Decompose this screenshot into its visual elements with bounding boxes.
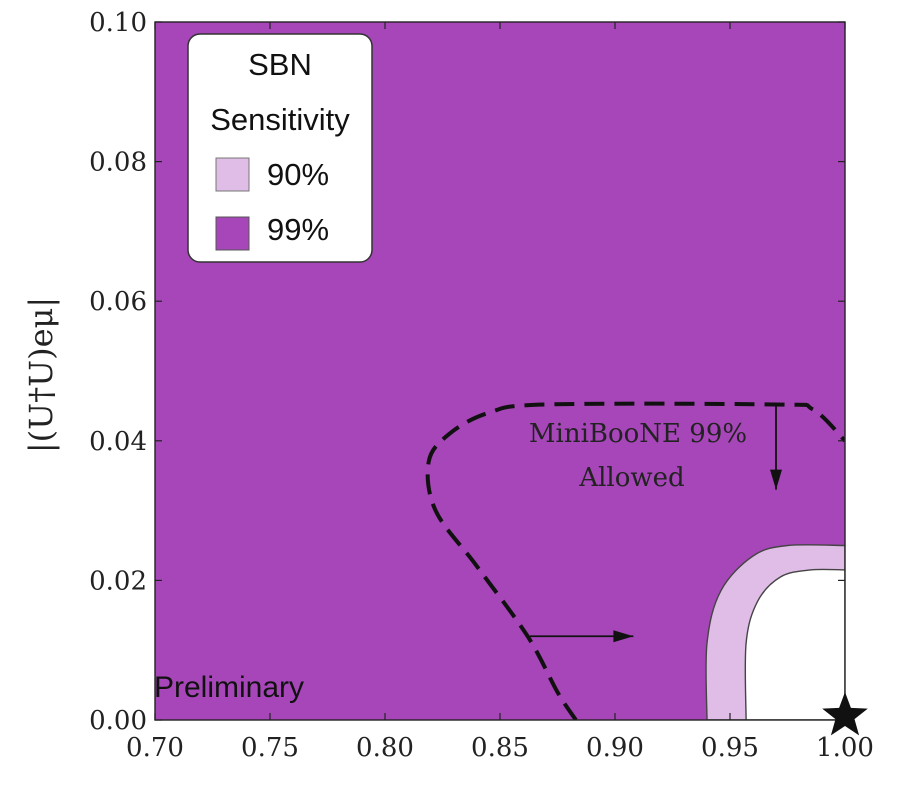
- star-icon: [822, 692, 868, 736]
- legend-swatch-99: [215, 216, 250, 251]
- preliminary-label: Preliminary: [154, 671, 304, 704]
- y-tick-label: 0.10: [89, 8, 147, 38]
- arrow-head: [770, 469, 782, 490]
- region-allowed: [744, 568, 845, 720]
- y-tick-label: 0.02: [89, 566, 147, 596]
- miniboone-label-line2: Allowed: [578, 463, 684, 493]
- legend-title-line1: SBN: [248, 47, 312, 82]
- arrow-head: [613, 630, 634, 643]
- x-tick-label: 1.00: [816, 733, 874, 763]
- legend-label-99: 99%: [267, 212, 329, 247]
- legend-box: [187, 33, 373, 263]
- y-axis-label: |(U†U)eμ|: [22, 297, 60, 453]
- x-tick-label: 0.95: [701, 733, 759, 763]
- x-tick-label: 0.85: [471, 733, 529, 763]
- x-tick-label: 0.90: [586, 733, 644, 763]
- y-tick-label: 0.00: [89, 706, 147, 736]
- y-tick-label: 0.04: [89, 427, 147, 457]
- axes: 0.70 0.75 0.80 0.85 0.90 0.95 1.00 0.00 0.02 0.04…: [89, 8, 874, 763]
- x-tick-label: 0.70: [126, 733, 184, 763]
- x-tick-label: 0.75: [241, 733, 299, 763]
- annotation-marks: [529, 404, 868, 736]
- x-tick-label: 0.80: [356, 733, 414, 763]
- legend-title-line2: Sensitivity: [210, 102, 350, 137]
- legend-swatch-90: [215, 157, 250, 192]
- miniboone-contour: [425, 401, 845, 720]
- miniboone-label-line1: MiniBooNE 99%: [529, 419, 747, 449]
- legend: SBN Sensitivity 90% 99%: [187, 33, 373, 263]
- y-tick-label: 0.08: [89, 148, 147, 178]
- legend-label-90: 90%: [267, 157, 329, 192]
- y-tick-label: 0.06: [89, 287, 147, 317]
